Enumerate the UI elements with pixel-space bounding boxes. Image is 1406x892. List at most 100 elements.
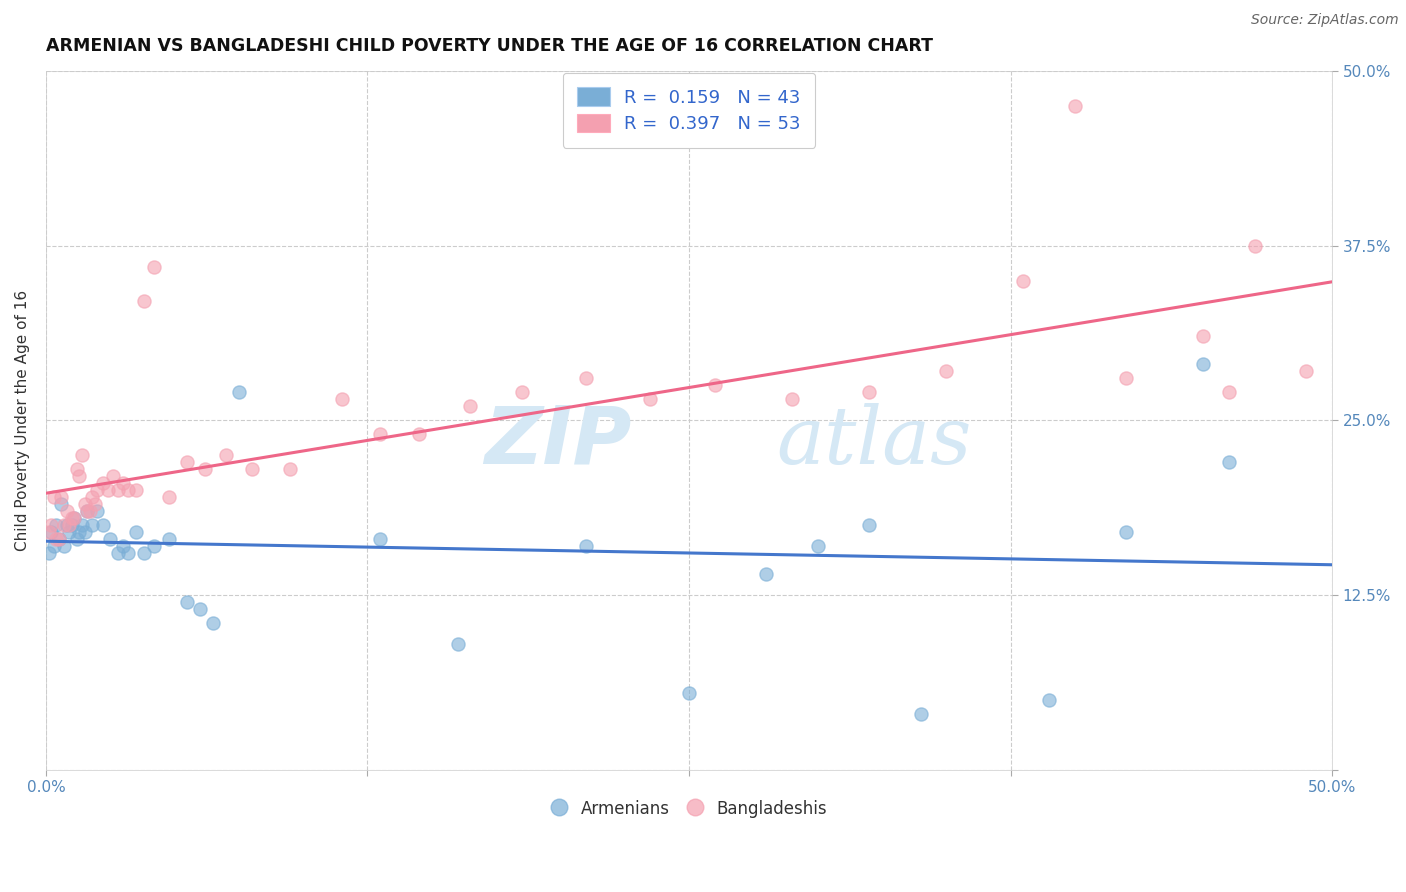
- Point: [82, 518, 104, 533]
- Point: [575, 371, 598, 385]
- Point: [1012, 273, 1035, 287]
- Y-axis label: Child Poverty Under the Age of 16: Child Poverty Under the Age of 16: [15, 290, 30, 551]
- Point: [202, 616, 225, 631]
- Point: [858, 385, 880, 400]
- Point: [176, 595, 198, 609]
- Point: [70, 448, 93, 462]
- Point: [60, 511, 83, 525]
- Point: [63, 511, 86, 525]
- Point: [278, 462, 301, 476]
- Point: [97, 483, 120, 498]
- Point: [86, 483, 108, 498]
- Point: [1218, 455, 1240, 469]
- Point: [370, 533, 392, 547]
- Point: [910, 707, 932, 722]
- Point: [159, 490, 181, 504]
- Point: [63, 511, 86, 525]
- Point: [1218, 385, 1240, 400]
- Text: Source: ZipAtlas.com: Source: ZipAtlas.com: [1251, 13, 1399, 28]
- Point: [125, 525, 148, 540]
- Point: [640, 392, 662, 407]
- Point: [83, 497, 105, 511]
- Point: [215, 448, 238, 462]
- Point: [51, 497, 73, 511]
- Point: [48, 533, 70, 547]
- Point: [42, 490, 65, 504]
- Point: [807, 539, 830, 553]
- Point: [53, 539, 76, 553]
- Point: [194, 462, 217, 476]
- Point: [1244, 238, 1267, 252]
- Point: [228, 385, 250, 400]
- Point: [132, 546, 155, 560]
- Point: [107, 546, 129, 560]
- Point: [112, 539, 135, 553]
- Point: [858, 518, 880, 533]
- Point: [86, 504, 108, 518]
- Point: [117, 483, 139, 498]
- Point: [176, 455, 198, 469]
- Point: [460, 400, 482, 414]
- Text: atlas: atlas: [776, 402, 972, 480]
- Point: [98, 533, 121, 547]
- Point: [55, 518, 77, 533]
- Point: [58, 525, 80, 540]
- Point: [66, 462, 89, 476]
- Point: [91, 518, 114, 533]
- Point: [45, 533, 67, 547]
- Point: [159, 533, 181, 547]
- Point: [51, 490, 73, 504]
- Text: ARMENIAN VS BANGLADESHI CHILD POVERTY UNDER THE AGE OF 16 CORRELATION CHART: ARMENIAN VS BANGLADESHI CHILD POVERTY UN…: [46, 37, 934, 55]
- Point: [38, 525, 60, 540]
- Point: [240, 462, 263, 476]
- Point: [58, 518, 80, 533]
- Point: [117, 546, 139, 560]
- Point: [67, 525, 90, 540]
- Text: ZIP: ZIP: [484, 402, 631, 481]
- Point: [53, 518, 76, 533]
- Point: [1115, 371, 1137, 385]
- Point: [408, 427, 430, 442]
- Point: [73, 525, 96, 540]
- Legend: Armenians, Bangladeshis: Armenians, Bangladeshis: [544, 793, 834, 824]
- Point: [125, 483, 148, 498]
- Point: [48, 533, 70, 547]
- Point: [39, 525, 62, 540]
- Point: [55, 504, 77, 518]
- Point: [76, 504, 98, 518]
- Point: [66, 533, 89, 547]
- Point: [107, 483, 129, 498]
- Point: [1192, 358, 1215, 372]
- Point: [67, 469, 90, 483]
- Point: [70, 518, 93, 533]
- Point: [1063, 99, 1085, 113]
- Point: [1295, 364, 1317, 378]
- Point: [91, 476, 114, 491]
- Point: [79, 504, 101, 518]
- Point: [73, 497, 96, 511]
- Point: [780, 392, 803, 407]
- Point: [60, 518, 83, 533]
- Point: [935, 364, 957, 378]
- Point: [703, 378, 725, 392]
- Point: [1115, 525, 1137, 540]
- Point: [101, 469, 124, 483]
- Point: [42, 539, 65, 553]
- Point: [143, 539, 166, 553]
- Point: [678, 686, 700, 700]
- Point: [330, 392, 353, 407]
- Point: [446, 637, 468, 651]
- Point: [132, 294, 155, 309]
- Point: [755, 567, 778, 582]
- Point: [112, 476, 135, 491]
- Point: [143, 260, 166, 274]
- Point: [575, 539, 598, 553]
- Point: [1038, 693, 1060, 707]
- Point: [45, 518, 67, 533]
- Point: [38, 546, 60, 560]
- Point: [188, 602, 211, 616]
- Point: [39, 518, 62, 533]
- Point: [76, 504, 98, 518]
- Point: [82, 490, 104, 504]
- Point: [370, 427, 392, 442]
